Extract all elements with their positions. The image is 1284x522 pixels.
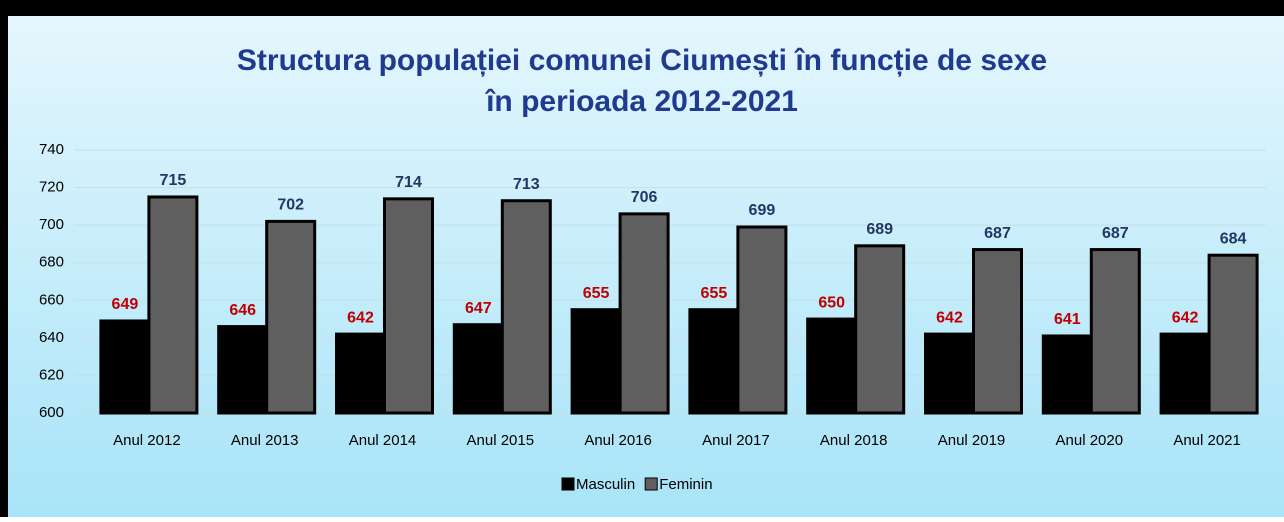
x-tick-label: Anul 2017 <box>702 432 770 449</box>
bar <box>1041 334 1093 415</box>
y-tick-label: 620 <box>39 366 64 383</box>
data-label: 642 <box>1172 309 1199 326</box>
x-tick-label: Anul 2016 <box>584 432 652 449</box>
data-label: 699 <box>749 202 776 219</box>
bar <box>265 219 317 415</box>
legend-swatch <box>561 477 575 491</box>
legend-swatch <box>644 477 658 491</box>
bar <box>383 197 434 415</box>
data-label: 684 <box>1220 230 1247 247</box>
data-label: 689 <box>866 221 893 238</box>
chart-title: în perioada 2012-2021 <box>484 85 798 118</box>
data-label: 655 <box>583 285 610 302</box>
data-label: 650 <box>818 294 845 311</box>
data-label: 713 <box>513 176 540 193</box>
bar <box>1207 253 1259 415</box>
bar <box>924 332 975 415</box>
chart-title: Structura populației comunei Ciumești în… <box>237 44 1047 77</box>
y-tick-label: 660 <box>39 291 64 308</box>
data-label: 687 <box>984 225 1011 242</box>
bar <box>500 199 552 415</box>
bar <box>452 323 504 415</box>
data-label: 642 <box>936 309 963 326</box>
y-tick-label: 680 <box>39 254 64 271</box>
bar <box>99 319 151 415</box>
data-label: 715 <box>160 172 187 189</box>
bar <box>688 308 740 415</box>
y-tick-label: 600 <box>39 404 64 421</box>
bar <box>217 325 269 415</box>
data-label: 706 <box>631 189 658 206</box>
data-label: 687 <box>1102 225 1129 242</box>
bar <box>972 248 1023 415</box>
bar <box>854 244 906 415</box>
y-tick-label: 700 <box>39 216 64 233</box>
bar <box>618 212 670 415</box>
x-tick-label: Anul 2018 <box>820 432 888 449</box>
x-tick-label: Anul 2012 <box>113 432 181 449</box>
data-label: 655 <box>701 285 728 302</box>
y-tick-label: 640 <box>39 329 64 346</box>
y-tick-label: 720 <box>39 179 64 196</box>
legend-label: Feminin <box>659 476 712 493</box>
data-label: 714 <box>395 174 422 191</box>
bar <box>570 308 622 415</box>
data-label: 649 <box>112 296 139 313</box>
x-tick-label: Anul 2021 <box>1173 432 1241 449</box>
bar <box>335 332 386 415</box>
y-tick-label: 740 <box>39 141 64 158</box>
bar <box>1089 248 1141 415</box>
bar <box>147 195 199 415</box>
x-tick-label: Anul 2014 <box>349 432 417 449</box>
data-label: 647 <box>465 300 492 317</box>
legend-label: Masculin <box>576 476 635 493</box>
data-label: 642 <box>347 309 374 326</box>
data-label: 702 <box>277 197 304 214</box>
x-tick-label: Anul 2019 <box>938 432 1006 449</box>
bar <box>736 225 788 415</box>
bar <box>806 317 858 415</box>
x-tick-label: Anul 2020 <box>1056 432 1124 449</box>
x-tick-label: Anul 2015 <box>467 432 535 449</box>
data-label: 641 <box>1054 311 1081 328</box>
x-tick-label: Anul 2013 <box>231 432 299 449</box>
data-label: 646 <box>229 302 256 319</box>
bar <box>1159 332 1211 415</box>
